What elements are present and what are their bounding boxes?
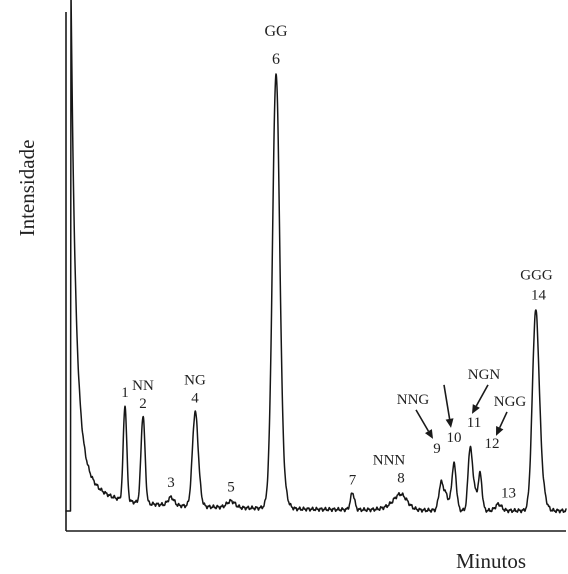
peak-name-6: GG bbox=[264, 23, 288, 40]
peak-name-12: NGG bbox=[494, 394, 527, 410]
peak-number-7: 7 bbox=[349, 473, 357, 489]
peak-number-12: 12 bbox=[485, 436, 500, 452]
peak-number-4: 4 bbox=[191, 391, 199, 407]
peak-name-14: GGG bbox=[520, 268, 553, 284]
arrow-10 bbox=[443, 384, 454, 428]
arrow-11 bbox=[472, 384, 489, 414]
arrow-12 bbox=[496, 411, 508, 436]
x-axis-label: Minutos bbox=[456, 549, 526, 573]
peak-number-10: 10 bbox=[447, 430, 462, 446]
peak-number-11: 11 bbox=[467, 415, 481, 431]
peak-name-8: NNN bbox=[373, 453, 406, 469]
peak-name-9: NNG bbox=[397, 392, 430, 408]
peak-labels: 12 NN 3 4 NG 5 6 GG 7 8 NNN 9 NNG 10 11 NGN 12 NGG 13 14 GGG bbox=[121, 23, 553, 502]
y-axis-label: Intensidade bbox=[15, 140, 39, 237]
peak-number-2: 2 bbox=[139, 396, 147, 412]
peak-name-11: NGN bbox=[468, 367, 501, 383]
peak-number-1: 1 bbox=[121, 385, 129, 401]
peak-number-3: 3 bbox=[167, 475, 175, 491]
arrow-9 bbox=[415, 409, 433, 439]
peak-name-2: NN bbox=[132, 378, 154, 394]
peak-number-14: 14 bbox=[531, 288, 547, 304]
peak-number-8: 8 bbox=[397, 471, 405, 487]
peak-number-13: 13 bbox=[501, 486, 516, 502]
peak-number-5: 5 bbox=[227, 480, 235, 496]
chromatogram-trace bbox=[65, 0, 567, 514]
peak-number-9: 9 bbox=[433, 441, 441, 457]
peak-number-6: 6 bbox=[272, 51, 280, 68]
peak-name-4: NG bbox=[184, 373, 206, 389]
